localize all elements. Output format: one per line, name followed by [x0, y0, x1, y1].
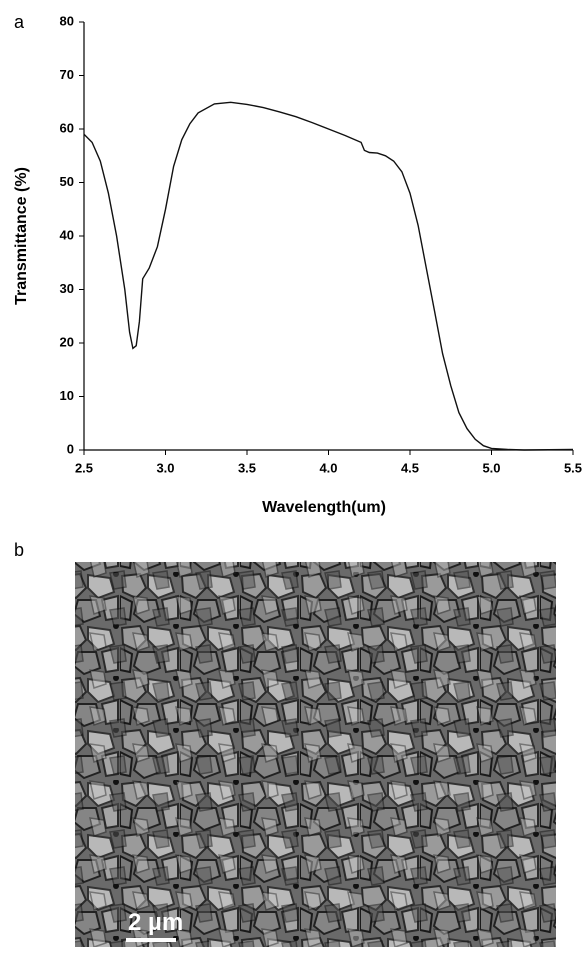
x-tick-label: 5.5 [564, 460, 582, 475]
x-tick-label: 3.0 [156, 460, 174, 475]
y-tick-label: 40 [60, 227, 74, 242]
x-tick-label: 2.5 [75, 460, 93, 475]
sem-grains-overlay [75, 562, 556, 947]
y-tick-label: 20 [60, 334, 74, 349]
y-tick-label: 60 [60, 120, 74, 135]
x-tick-label: 4.5 [401, 460, 419, 475]
y-tick-label: 50 [60, 174, 74, 189]
y-axis-label: Transmittance (%) [13, 167, 30, 305]
sem-image: 2 µm [75, 562, 556, 947]
panel-label: b [14, 540, 24, 560]
x-tick-label: 3.5 [238, 460, 256, 475]
y-tick-label: 80 [60, 13, 74, 28]
y-tick-label: 30 [60, 281, 74, 296]
x-tick-label: 4.0 [319, 460, 337, 475]
plot: 0 10 20 30 40 50 60 70 80 2.5 3.0 3.5 4.0 4.5 5.0 5.5 [60, 13, 583, 475]
scale-bar-label: 2 µm [128, 909, 183, 936]
x-axis-label: Wavelength(um) [262, 499, 386, 516]
line-series [83, 101, 574, 451]
y-tick-label: 10 [60, 388, 74, 403]
y-tick-label: 70 [60, 67, 74, 82]
panel-label: a [14, 12, 25, 32]
x-tick-label: 5.0 [482, 460, 500, 475]
y-tick-label: 0 [67, 441, 74, 456]
